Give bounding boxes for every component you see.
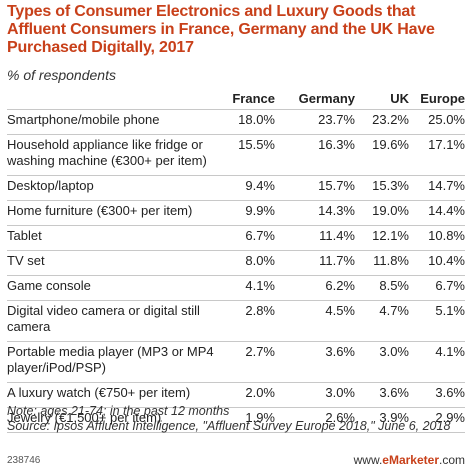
header-label <box>7 87 229 110</box>
table-row: Household appliance like fridge or washi… <box>7 134 465 176</box>
cell-value: 23.7% <box>275 109 355 135</box>
chart-title: Types of Consumer Electronics and Luxury… <box>7 3 435 56</box>
cell-value: 2.6% <box>275 407 355 433</box>
cell-value: 2.0% <box>229 382 275 408</box>
note-text: Note: ages 21-74; in the past 12 months <box>7 404 230 418</box>
cell-value: 11.4% <box>275 225 355 251</box>
cell-value: 4.1% <box>229 275 275 301</box>
cell-value: 23.2% <box>355 109 409 135</box>
row-label: Home furniture (€300+ per item) <box>7 200 229 226</box>
data-table: France Germany UK Europe Smartphone/mobi… <box>7 87 465 433</box>
table-row: A luxury watch (€750+ per item) 2.0% 3.0% 3… <box>7 382 465 408</box>
cell-value: 14.7% <box>409 175 465 201</box>
row-label: Digital video camera or digital still ca… <box>7 300 229 342</box>
header-row: France Germany UK Europe <box>7 87 465 110</box>
column-header: Europe <box>420 90 465 106</box>
cell-value: 6.2% <box>275 275 355 301</box>
cell-value: 12.1% <box>355 225 409 251</box>
cell-value: 3.0% <box>355 341 409 383</box>
cell-value: 19.0% <box>355 200 409 226</box>
cell-value: 14.3% <box>275 200 355 226</box>
cell-value: 14.4% <box>409 200 465 226</box>
cell-value: 11.8% <box>355 250 409 276</box>
column-header: Germany <box>298 90 355 106</box>
cell-value: 3.0% <box>275 382 355 408</box>
chart-subtitle: % of respondents <box>7 67 116 83</box>
table-row: TV set 8.0% 11.7% 11.8% 10.4% <box>7 250 465 276</box>
cell-value: 2.8% <box>229 300 275 342</box>
table-row: Game console 4.1% 6.2% 8.5% 6.7% <box>7 275 465 301</box>
cell-value: 4.5% <box>275 300 355 342</box>
table-row: Desktop/laptop 9.4% 15.7% 15.3% 14.7% <box>7 175 465 201</box>
table-row: Portable media player (MP3 or MP4 player… <box>7 341 465 383</box>
cell-value: 15.7% <box>275 175 355 201</box>
cell-value: 4.1% <box>409 341 465 383</box>
cell-value: 10.4% <box>409 250 465 276</box>
brand-prefix: www. <box>353 453 383 467</box>
row-label: Jewelry (€1,500+ per item) <box>7 407 229 433</box>
brand-suffix: .com <box>438 453 465 467</box>
cell-value: 17.1% <box>409 134 465 176</box>
cell-value: 2.7% <box>229 341 275 383</box>
cell-value: 8.5% <box>355 275 409 301</box>
cell-value: 3.6% <box>355 382 409 408</box>
table-row: Home furniture (€300+ per item) 9.9% 14.3%… <box>7 200 465 226</box>
cell-value: 6.7% <box>229 225 275 251</box>
row-label: Household appliance like fridge or washi… <box>7 134 229 176</box>
row-label: Portable media player (MP3 or MP4 player… <box>7 341 229 383</box>
cell-value: 25.0% <box>409 109 465 135</box>
row-label: Desktop/laptop <box>7 175 229 201</box>
row-label: Smartphone/mobile phone <box>7 109 229 135</box>
cell-value: 1.9% <box>229 407 275 433</box>
brand-name: eMarketer <box>382 453 439 467</box>
cell-value: 5.1% <box>409 300 465 342</box>
cell-value: 4.7% <box>355 300 409 342</box>
cell-value: 15.3% <box>355 175 409 201</box>
table-row: Smartphone/mobile phone 18.0% 23.7% 23.2% 25… <box>7 109 465 135</box>
chart-note: Note: ages 21-74; in the past 12 months … <box>7 404 465 434</box>
table-row: Tablet 6.7% 11.4% 12.1% 10.8% <box>7 225 465 251</box>
cell-value: 16.3% <box>275 134 355 176</box>
cell-value: 3.9% <box>355 407 409 433</box>
table-row: Jewelry (€1,500+ per item) 1.9% 2.6% 3.9% 2.… <box>7 407 465 433</box>
cell-value: 10.8% <box>409 225 465 251</box>
row-label: TV set <box>7 250 229 276</box>
source-text: Source: Ipsos Affluent Intelligence, "Af… <box>7 419 451 433</box>
cell-value: 6.7% <box>409 275 465 301</box>
cell-value: 15.5% <box>229 134 275 176</box>
column-header: UK <box>390 90 409 106</box>
row-label: A luxury watch (€750+ per item) <box>7 382 229 408</box>
cell-value: 9.9% <box>229 200 275 226</box>
cell-value: 3.6% <box>275 341 355 383</box>
cell-value: 3.6% <box>409 382 465 408</box>
row-label: Game console <box>7 275 229 301</box>
cell-value: 19.6% <box>355 134 409 176</box>
cell-value: 8.0% <box>229 250 275 276</box>
cell-value: 2.9% <box>409 407 465 433</box>
table-body: Smartphone/mobile phone 18.0% 23.7% 23.2% 25… <box>7 109 465 433</box>
column-header: France <box>232 90 275 106</box>
chart-id: 238746 <box>7 455 41 466</box>
cell-value: 11.7% <box>275 250 355 276</box>
row-label: Tablet <box>7 225 229 251</box>
brand-logo: www.eMarketer.com <box>354 453 465 467</box>
table-row: Digital video camera or digital still ca… <box>7 300 465 342</box>
cell-value: 9.4% <box>229 175 275 201</box>
cell-value: 18.0% <box>229 109 275 135</box>
